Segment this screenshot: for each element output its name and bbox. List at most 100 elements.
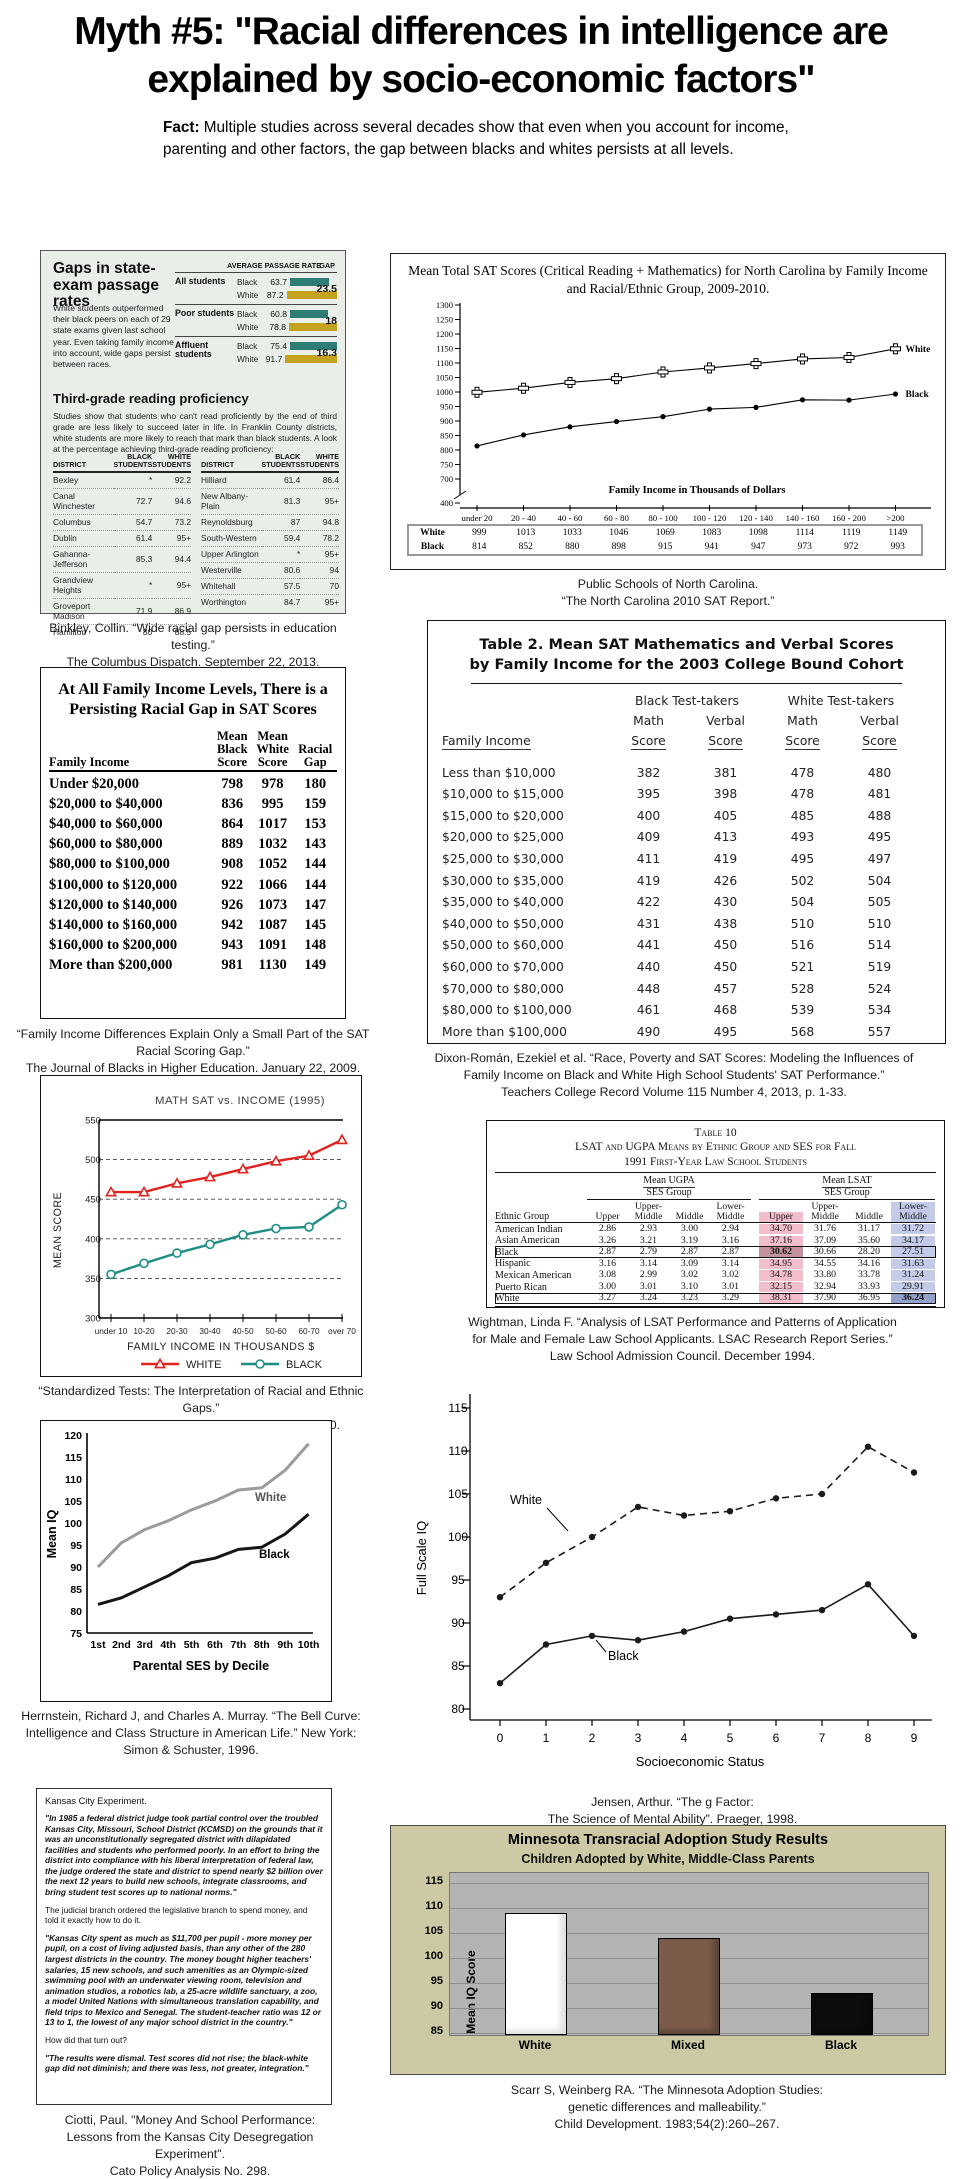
table10-title-line2: LSAT and UGPA Means by Ethnic Group and … — [575, 1141, 856, 1154]
ugpa-cell: 3.02 — [680, 1269, 699, 1281]
caption-line: Family Income on Black and White High Sc… — [463, 1067, 885, 1082]
caption-line: Jensen, Arthur. “The g Factor: — [591, 1795, 754, 1809]
svg-text:85: 85 — [451, 1659, 465, 1673]
table-cell: 85.3 — [113, 545, 153, 573]
table-row: Mexican American 3.08 2.99 3.02 3.02 34.78 33.… — [495, 1269, 936, 1282]
value-cell: 915 — [658, 542, 673, 552]
income-gap-title: At All Family Income Levels, There is a … — [58, 681, 328, 718]
table10-panel: Table 10 LSAT and UGPA Means by Ethnic Gr… — [486, 1120, 945, 1308]
table-cell: Reynoldsburg — [201, 513, 262, 531]
lsat-cell: 30.66 — [813, 1246, 837, 1258]
value-cell: 1069 — [655, 528, 675, 538]
ugpa-cell: 3.27 — [598, 1292, 617, 1304]
black-bar — [811, 1993, 873, 2035]
black-bar — [290, 309, 328, 318]
score-cell: 516 — [790, 938, 815, 953]
lsat-cell: 31.63 — [891, 1258, 935, 1269]
table-cell: 836 — [221, 795, 244, 812]
table-cell: $100,000 to $120,000 — [49, 876, 178, 893]
ugpa-cell: 2.93 — [639, 1222, 658, 1234]
lsat-cell: 34.17 — [891, 1235, 935, 1246]
ethnic-cell: Puerto Rican — [495, 1281, 547, 1293]
gridline — [450, 1908, 928, 1909]
svg-text:1050: 1050 — [436, 373, 453, 383]
lsat-cell: 34.16 — [857, 1257, 881, 1269]
fact-statement: Fact: Multiple studies across several de… — [163, 117, 799, 161]
lsat-cell: 38.31 — [759, 1293, 803, 1304]
table-row: Westerville 80.6 94 — [201, 561, 339, 579]
lsat-cell: 36.24 — [891, 1293, 935, 1304]
svg-text:6: 6 — [773, 1731, 780, 1745]
svg-text:3rd: 3rd — [137, 1639, 153, 1651]
gap-value: 16.3 — [316, 346, 337, 359]
score-cell: 480 — [867, 765, 892, 780]
ugpa-cell: 3.02 — [721, 1269, 740, 1281]
table-cell: $40,000 to $60,000 — [49, 815, 163, 832]
minnesota-caption: Scarr S, Weinberg RA. “The Minnesota Ado… — [427, 2082, 907, 2133]
score-cell: 431 — [636, 916, 661, 931]
score-cell: 382 — [636, 765, 661, 780]
race-label: Black — [237, 308, 258, 319]
score-cell: 430 — [713, 895, 738, 910]
table-cell: Hamilton — [53, 623, 114, 640]
nc-sat-chart-svg: 1300 1250 1200 1150 1100 1050 1000 950 900 850 800… — [436, 300, 931, 523]
passage-value: 91.7 — [265, 353, 283, 364]
lsat-cell: 30.62 — [759, 1246, 803, 1258]
white-bar — [285, 354, 337, 363]
column-header: Racial Gap — [293, 730, 337, 773]
column-header: Mean White Score — [251, 729, 294, 773]
table-cell: Gahanna-Jefferson — [53, 545, 114, 573]
table-cell: 148 — [304, 937, 327, 954]
gap-header: GAP — [319, 261, 335, 270]
ugpa-cell: 3.23 — [680, 1292, 699, 1304]
svg-text:White: White — [255, 1492, 286, 1504]
table-row: $25,000 to $30,000 411 419 495 497 — [442, 848, 931, 870]
table-row: Hispanic 3.16 3.14 3.09 3.14 34.95 34.55 34.16 3… — [495, 1258, 936, 1270]
group-header-row: Mean UGPA Mean LSAT — [495, 1175, 936, 1189]
ugpa-cell: 3.14 — [721, 1257, 740, 1269]
table-cell: 57.5 — [261, 577, 301, 595]
table-cell: 1017 — [258, 815, 288, 832]
table-cell: 81.3 — [261, 487, 301, 515]
table-cell: $160,000 to $200,000 — [49, 937, 178, 954]
table-cell: Columbus — [53, 513, 114, 531]
svg-text:Full Scale IQ: Full Scale IQ — [414, 1521, 429, 1595]
group-label: Poor students — [175, 308, 235, 318]
table-cell: Worthington — [201, 593, 262, 610]
table-cell: 144 — [304, 876, 327, 893]
table-cell: 153 — [304, 815, 327, 832]
score-cell: 395 — [636, 787, 661, 802]
table-row: $80,000 to $100,000 908 1052 144 — [49, 853, 337, 873]
table-row: Black 2.87 2.79 2.87 2.87 30.62 30.66 28.20 27.5… — [495, 1246, 936, 1259]
svg-text:400: 400 — [440, 498, 453, 508]
row-header-label: Family Income — [442, 733, 531, 750]
svg-text:100: 100 — [448, 1530, 468, 1544]
income-cell: More than $100,000 — [442, 1024, 567, 1039]
lsat-cell: 31.24 — [891, 1269, 935, 1281]
ethnic-cell: Black — [495, 1246, 519, 1258]
ugpa-column-header: Lower- Middle — [716, 1201, 745, 1223]
ugpa-cell: 2.87 — [721, 1246, 740, 1258]
svg-text:5th: 5th — [184, 1639, 200, 1651]
table-row: $160,000 to $200,000 943 1091 148 — [49, 934, 337, 954]
table-row: Worthington 84.7 95+ — [201, 593, 339, 610]
svg-text:160 - 200: 160 - 200 — [832, 513, 866, 523]
score-cell: 419 — [636, 873, 661, 888]
table-cell: 942 — [221, 916, 244, 933]
income-gap-panel: At All Family Income Levels, There is a … — [40, 667, 346, 1019]
caption-line: Ciotti, Paul. "Money And School Performa… — [64, 2113, 316, 2127]
ugpa-cell: 3.01 — [721, 1280, 740, 1292]
table-cell: 71.9 — [113, 597, 153, 625]
table-row: Puerto Rican 3.00 3.01 3.10 3.01 32.15 32.94 33… — [495, 1281, 936, 1293]
nc-sat-panel: Mean Total SAT Scores (Critical Reading … — [390, 253, 946, 570]
table-row: $30,000 to $35,000 419 426 502 504 — [442, 870, 931, 892]
fact-text: Multiple studies across several decades … — [163, 119, 789, 159]
table-cell: 95+ — [300, 545, 339, 563]
table-row: Upper Arlington * 95+ — [201, 545, 339, 563]
svg-text:8th: 8th — [254, 1639, 270, 1651]
svg-text:350: 350 — [85, 1274, 101, 1285]
table-row: $60,000 to $80,000 889 1032 143 — [49, 833, 337, 853]
caption-line: Public Schools of North Carolina. — [577, 577, 759, 591]
table10-title-line3: 1991 First-Year Law School Students — [624, 1155, 807, 1168]
score-label: Score — [862, 733, 897, 750]
